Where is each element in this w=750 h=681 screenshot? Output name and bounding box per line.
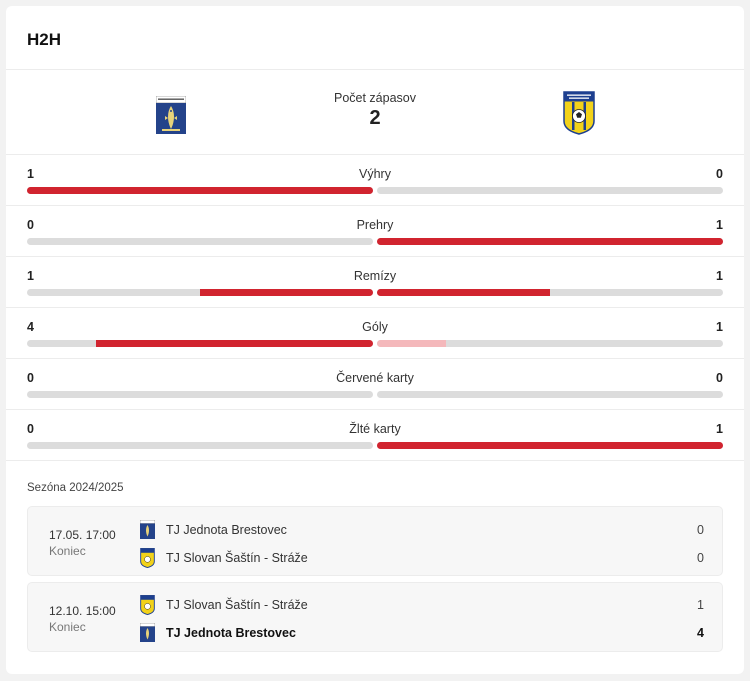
team-name: TJ Jednota Brestovec (166, 523, 287, 537)
match-team-row: TJ Slovan Šaštín - Stráže 0 (140, 548, 704, 569)
divider (6, 256, 744, 257)
match-count-value: 2 (369, 107, 381, 129)
home-stat-value: 0 (27, 218, 34, 232)
away-stat-bar (377, 442, 723, 449)
stat-label: Červené karty (336, 371, 414, 385)
team-score: 1 (697, 598, 704, 612)
team-score: 4 (697, 626, 704, 640)
home-stat-bar (27, 340, 373, 347)
team-name: TJ Slovan Šaštín - Stráže (166, 598, 308, 612)
away-stat-value: 1 (716, 218, 723, 232)
fish-crest-icon (139, 622, 156, 647)
home-bar-fill (27, 187, 373, 194)
home-stat-bar (27, 238, 373, 245)
away-stat-value: 0 (716, 371, 723, 385)
match-status: Koniec (49, 620, 86, 634)
stat-label: Remízy (353, 269, 397, 283)
home-stat-value: 1 (27, 167, 34, 181)
match-team-row: TJ Jednota Brestovec 0 (139, 519, 704, 540)
stat-label: Góly (362, 320, 388, 334)
away-team-crest[interactable] (563, 91, 595, 140)
away-bar-fill (377, 340, 447, 347)
fish-crest-icon (155, 95, 187, 134)
stat-label: Výhry (359, 167, 391, 181)
away-stat-bar (377, 391, 723, 398)
home-bar-fill (96, 340, 373, 347)
home-team-crest[interactable] (155, 95, 187, 139)
match-team-row: TJ Slovan Šaštín - Stráže 1 (140, 595, 704, 616)
divider (6, 307, 744, 308)
stat-row-red-cards: 0 Červené karty 0 (27, 371, 723, 407)
stat-label: Žlté karty (349, 422, 401, 436)
away-stat-bar (377, 187, 723, 194)
match-card[interactable]: 12.10. 15:00 Koniec TJ Slovan Šaštín - S… (27, 582, 723, 652)
away-stat-value: 0 (716, 167, 723, 181)
ball-crest-icon (563, 91, 595, 135)
team-score: 0 (697, 551, 704, 565)
divider (6, 460, 744, 461)
away-stat-value: 1 (716, 320, 723, 334)
section-title: H2H (27, 30, 62, 49)
away-stat-value: 1 (716, 422, 723, 436)
away-bar-fill (377, 238, 723, 245)
home-stat-bar (27, 391, 373, 398)
away-stat-bar (377, 238, 723, 245)
team-name: TJ Slovan Šaštín - Stráže (166, 551, 308, 565)
home-stat-bar (27, 187, 373, 194)
home-stat-value: 0 (27, 371, 34, 385)
h2h-card: H2H Počet zápasov 2 1 (6, 6, 744, 674)
away-stat-bar (377, 289, 723, 296)
season-label: Sezóna 2024/2025 (27, 482, 124, 494)
match-card[interactable]: 17.05. 17:00 Koniec TJ Jednota Brestovec… (27, 506, 723, 576)
divider (6, 69, 744, 70)
home-stat-value: 4 (27, 320, 34, 334)
team-name: TJ Jednota Brestovec (166, 626, 296, 640)
team-score: 0 (697, 523, 704, 537)
home-stat-bar (27, 289, 373, 296)
home-stat-value: 1 (27, 269, 34, 283)
stat-row-goals: 4 Góly 1 (27, 320, 723, 356)
home-stat-value: 0 (27, 422, 34, 436)
away-bar-fill (377, 442, 723, 449)
home-bar-fill (200, 289, 373, 296)
stat-row-losses: 0 Prehry 1 (27, 218, 723, 254)
ball-crest-icon (140, 548, 155, 573)
stat-label: Prehry (356, 218, 394, 232)
divider (6, 409, 744, 410)
match-count-label: Počet zápasov (334, 91, 416, 105)
fish-crest-icon (139, 519, 156, 544)
match-date: 17.05. 17:00 (49, 528, 116, 542)
match-team-row-winner: TJ Jednota Brestovec 4 (139, 622, 704, 643)
match-date: 12.10. 15:00 (49, 604, 116, 618)
away-bar-fill (377, 289, 550, 296)
divider (6, 358, 744, 359)
home-stat-bar (27, 442, 373, 449)
match-status: Koniec (49, 544, 86, 558)
ball-crest-icon (140, 595, 155, 620)
divider (6, 205, 744, 206)
away-stat-value: 1 (716, 269, 723, 283)
stat-row-wins: 1 Výhry 0 (27, 167, 723, 203)
stat-row-draws: 1 Remízy 1 (27, 269, 723, 305)
away-stat-bar (377, 340, 723, 347)
stat-row-yellow-cards: 0 Žlté karty 1 (27, 422, 723, 458)
divider (6, 154, 744, 155)
